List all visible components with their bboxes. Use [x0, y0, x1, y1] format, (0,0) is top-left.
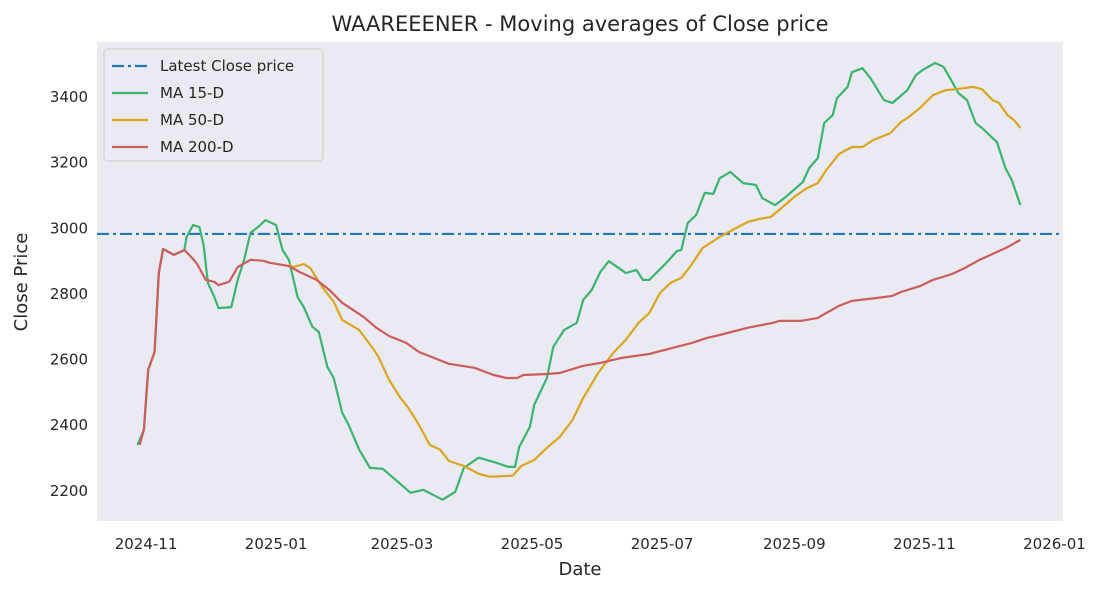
y-tick-label: 2200 — [50, 482, 88, 500]
chart-title: WAAREEENER - Moving averages of Close pr… — [331, 12, 828, 36]
y-axis-label: Close Price — [11, 233, 32, 332]
y-tick-label: 3000 — [50, 219, 88, 237]
y-tick-label: 3200 — [50, 154, 88, 172]
x-tick-label: 2024-11 — [115, 535, 178, 553]
x-tick-label: 2025-01 — [245, 535, 308, 553]
x-tick-label: 2026-01 — [1023, 535, 1086, 553]
legend-label: MA 15-D — [160, 84, 224, 102]
legend: Latest Close price MA 15-D MA 50-D MA 200-D — [103, 48, 324, 162]
x-tick-label: 2025-07 — [631, 535, 694, 553]
y-tick-label: 2400 — [50, 416, 88, 434]
series-line-ma-50-d — [288, 85, 1022, 478]
x-tick-label: 2025-03 — [371, 535, 434, 553]
y-tick-label: 2800 — [50, 285, 88, 303]
series-line-ma-15-d — [136, 61, 1022, 501]
y-tick-label: 3400 — [50, 88, 88, 106]
x-tick-label: 2025-09 — [763, 535, 826, 553]
x-tick-label: 2025-05 — [501, 535, 564, 553]
x-axis-label: Date — [558, 559, 601, 580]
legend-label: Latest Close price — [160, 57, 294, 75]
series-line-ma-200-d — [138, 238, 1021, 446]
y-tick-label: 2600 — [50, 351, 88, 369]
legend-label: MA 200-D — [160, 138, 234, 156]
legend-label: MA 50-D — [160, 111, 224, 129]
x-tick-label: 2025-11 — [893, 535, 956, 553]
